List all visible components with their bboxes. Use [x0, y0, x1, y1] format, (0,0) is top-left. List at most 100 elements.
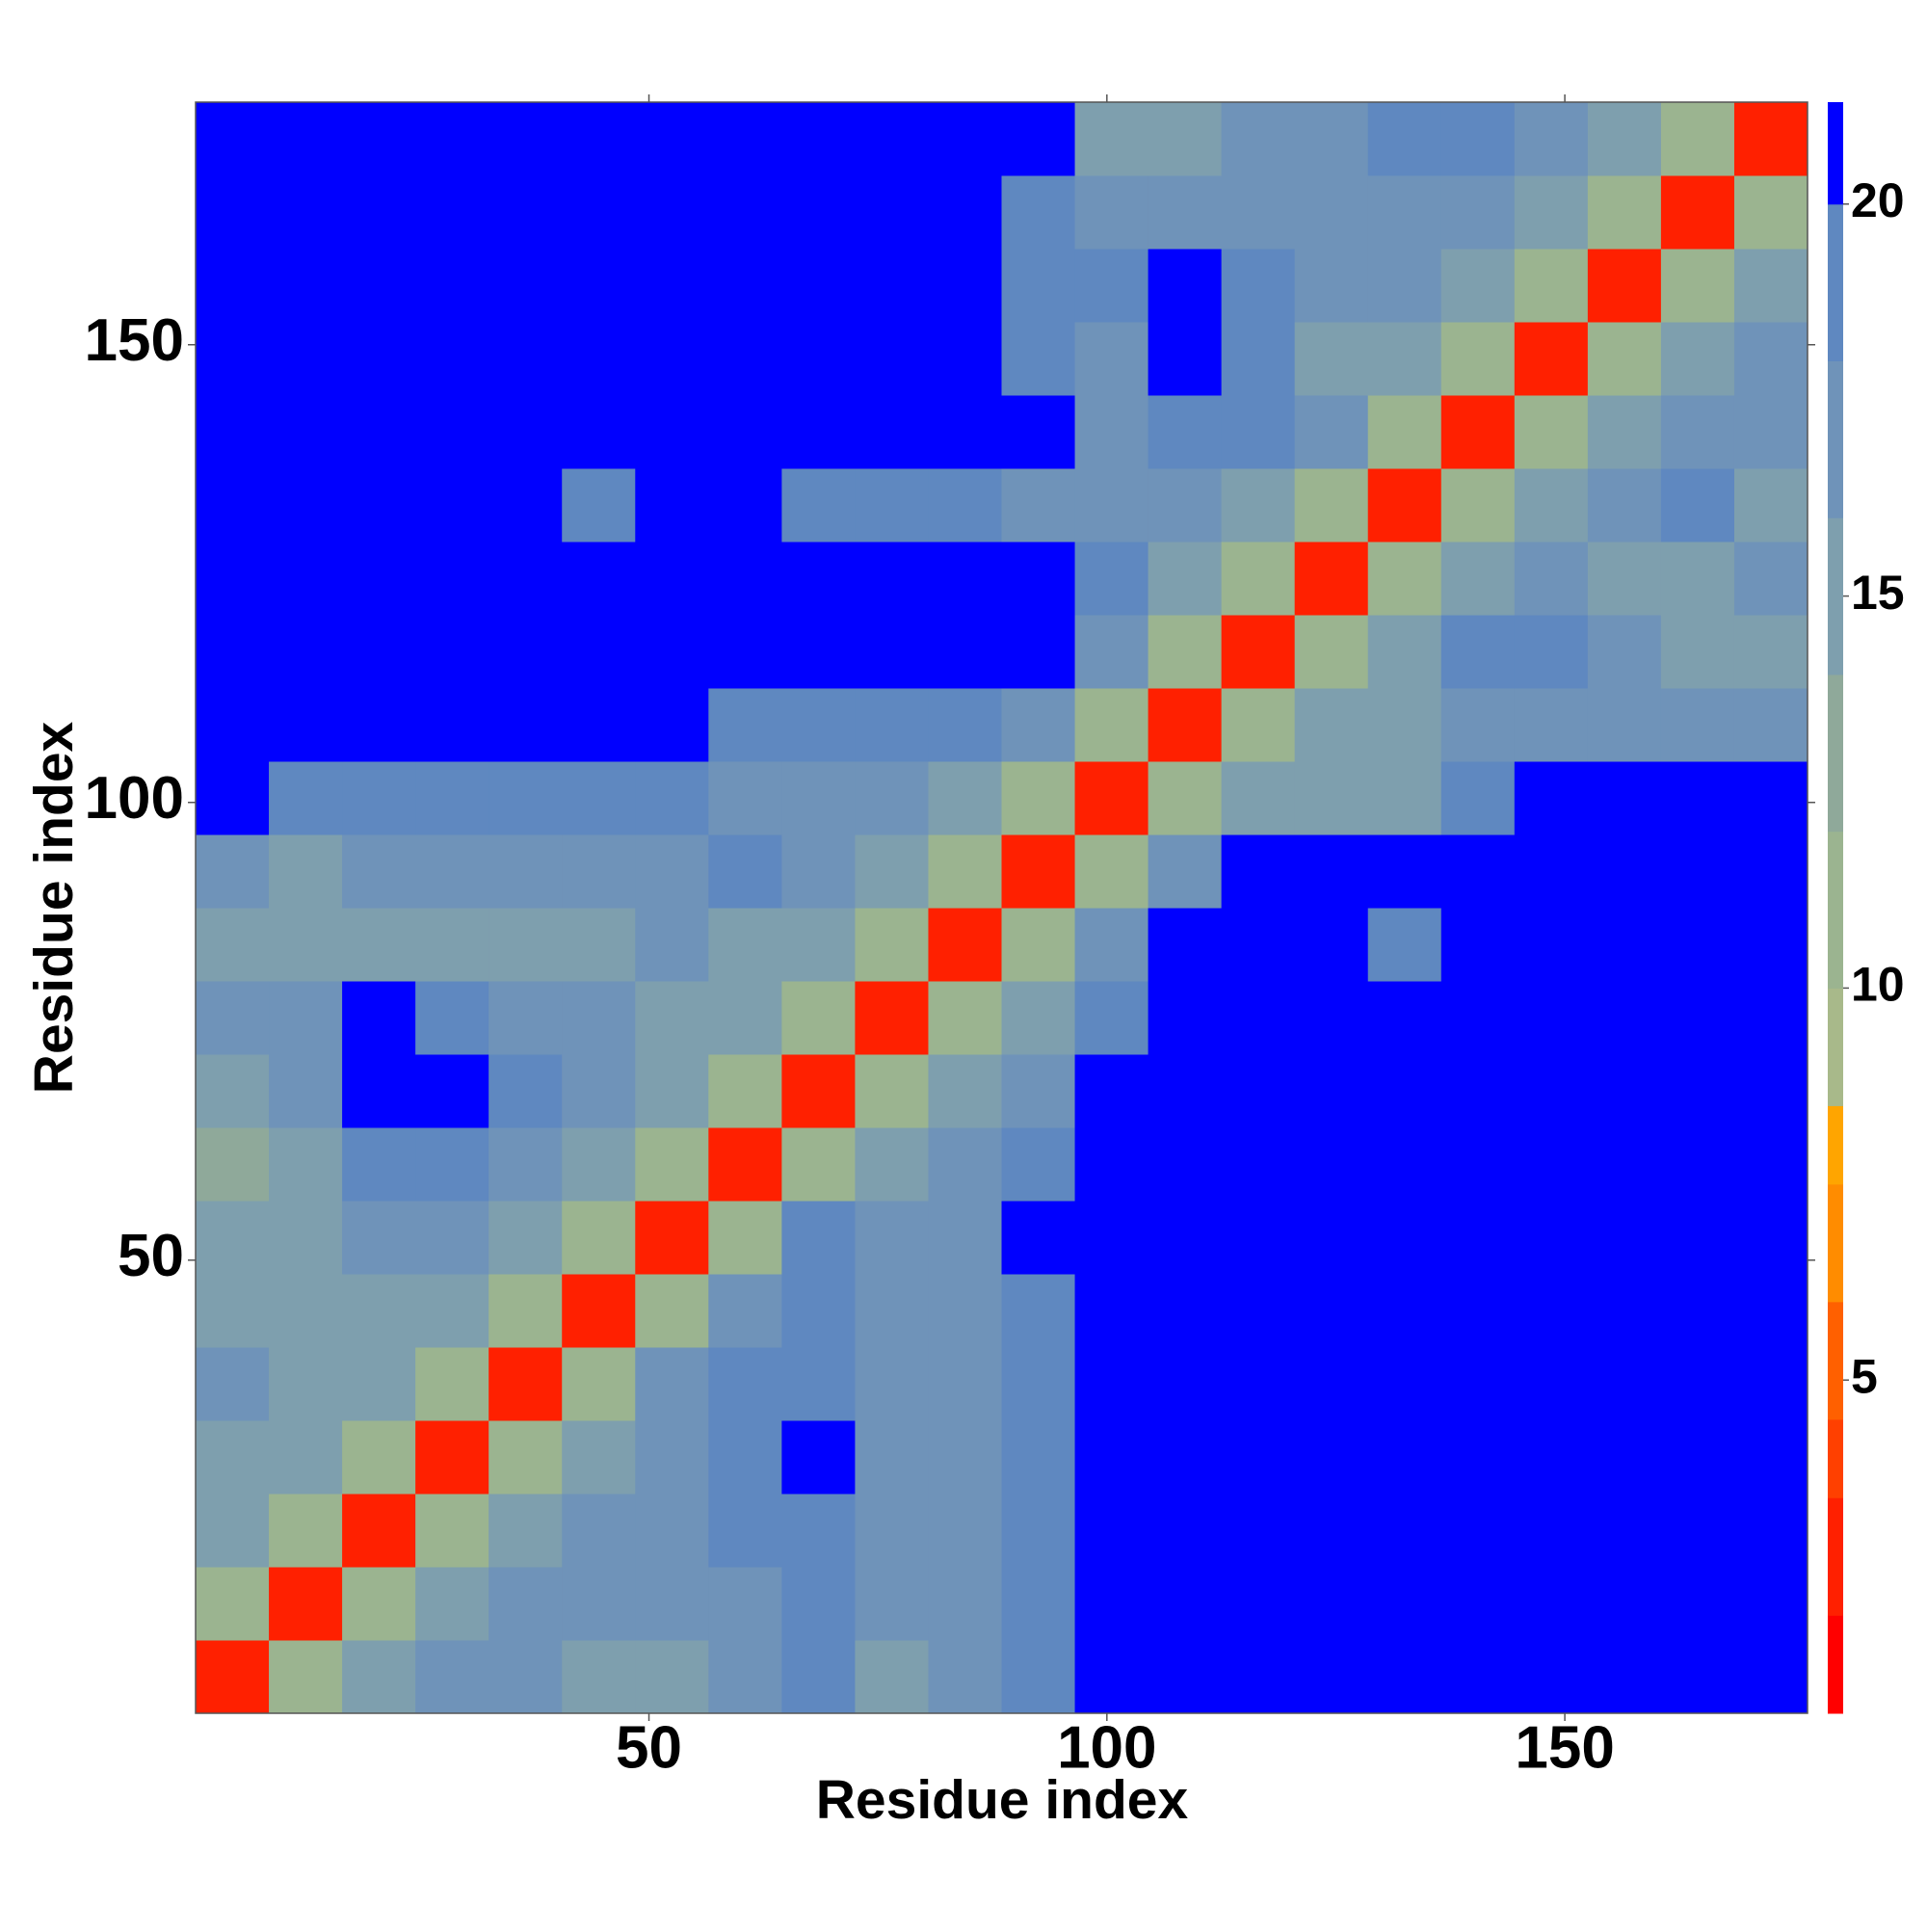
heatmap-cell: [1733, 1201, 1808, 1275]
heatmap-cell: [269, 249, 343, 323]
heatmap-cell: [781, 908, 856, 982]
heatmap-cell: [781, 249, 856, 323]
heatmap-cell: [708, 542, 782, 616]
y-axis-title: Residue index: [23, 721, 85, 1094]
heatmap-cell: [415, 615, 489, 689]
heatmap-cell: [488, 908, 563, 982]
heatmap-cell: [1294, 981, 1369, 1055]
heatmap-cell: [1440, 834, 1516, 909]
heatmap-cell: [635, 1640, 709, 1714]
heatmap-cell: [415, 908, 489, 982]
heatmap-cell: [1294, 1494, 1369, 1568]
heatmap-cell: [1294, 688, 1369, 762]
heatmap-cell: [1221, 102, 1296, 176]
heatmap-cell: [635, 1127, 709, 1202]
heatmap-cell: [562, 468, 636, 543]
heatmap-cell: [855, 468, 929, 543]
heatmap-cell: [562, 1347, 636, 1421]
heatmap-cell: [781, 542, 856, 616]
heatmap-cell: [1367, 249, 1442, 323]
heatmap-cell: [1733, 1494, 1808, 1568]
heatmap-cell: [1148, 615, 1223, 689]
heatmap-cell: [781, 1640, 856, 1714]
heatmap-cell: [562, 981, 636, 1055]
heatmap-cell: [488, 1640, 563, 1714]
heatmap-cell: [1587, 615, 1662, 689]
colorbar-segment: [1828, 1497, 1843, 1616]
colorbar-segment: [1828, 1418, 1843, 1498]
heatmap-cell: [488, 1347, 563, 1421]
heatmap-cell: [635, 761, 709, 835]
heatmap-cell: [1660, 1640, 1735, 1714]
heatmap-cell: [1660, 1127, 1735, 1202]
heatmap-cell: [1074, 1420, 1149, 1495]
heatmap-cell: [928, 1274, 1002, 1348]
heatmap-cell: [562, 615, 636, 689]
heatmap-cell: [1587, 1494, 1662, 1568]
heatmap-cell: [1440, 1567, 1516, 1641]
heatmap-cell: [1733, 615, 1808, 689]
heatmap-cell: [781, 1420, 856, 1495]
heatmap-cell: [415, 834, 489, 909]
y-tick-label: 50: [118, 1223, 184, 1289]
heatmap-cell: [1514, 1274, 1589, 1348]
heatmap-cell: [269, 102, 343, 176]
heatmap-cell: [635, 615, 709, 689]
heatmap-cell: [781, 1347, 856, 1421]
heatmap-cell: [269, 1201, 343, 1275]
heatmap-cell: [415, 1567, 489, 1641]
heatmap-cell: [1440, 908, 1516, 982]
heatmap-cell: [781, 834, 856, 909]
heatmap-cell: [855, 175, 929, 250]
heatmap-cell: [1587, 322, 1662, 396]
heatmap-cell: [1660, 834, 1735, 909]
heatmap-cell: [1367, 542, 1442, 616]
heatmap-cell: [1001, 1567, 1076, 1641]
heatmap-cell: [1733, 175, 1808, 250]
heatmap-cell: [781, 175, 856, 250]
heatmap-cell: [1221, 468, 1296, 543]
heatmap-cell: [1074, 761, 1149, 835]
heatmap-cell: [1733, 1567, 1808, 1641]
heatmap-cell: [342, 249, 416, 323]
heatmap-cell: [1221, 1127, 1296, 1202]
heatmap-cell: [781, 102, 856, 176]
heatmap-cell: [1733, 102, 1808, 176]
heatmap-cell: [196, 1347, 270, 1421]
heatmap-cell: [1514, 1127, 1589, 1202]
heatmap-cell: [1587, 981, 1662, 1055]
heatmap-cell: [1074, 1127, 1149, 1202]
heatmap-cell: [488, 395, 563, 469]
heatmap-cell: [1587, 395, 1662, 469]
heatmap-cell: [1440, 249, 1516, 323]
heatmap-cell: [1514, 1567, 1589, 1641]
heatmap-cell: [1148, 1127, 1223, 1202]
heatmap-cell: [1514, 908, 1589, 982]
heatmap-cell: [635, 1201, 709, 1275]
colorbar-segment: [1828, 517, 1843, 675]
heatmap-cell: [708, 322, 782, 396]
heatmap-cell: [562, 322, 636, 396]
heatmap-cell: [1074, 615, 1149, 689]
heatmap-cell: [196, 175, 270, 250]
heatmap-cell: [635, 249, 709, 323]
heatmap-cell: [415, 688, 489, 762]
heatmap-cell: [855, 834, 929, 909]
heatmap-cell: [488, 1127, 563, 1202]
heatmap-cell: [1514, 1054, 1589, 1128]
heatmap-cell: [1148, 468, 1223, 543]
heatmap-cell: [635, 834, 709, 909]
heatmap-cell: [1440, 688, 1516, 762]
heatmap-cell: [1294, 395, 1369, 469]
heatmap-cell: [1733, 322, 1808, 396]
heatmap-cell: [1514, 688, 1589, 762]
heatmap-cell: [1733, 1640, 1808, 1714]
heatmap-cell: [1514, 102, 1589, 176]
heatmap-cell: [1660, 908, 1735, 982]
heatmap-cell: [1294, 1347, 1369, 1421]
heatmap-cell: [1514, 615, 1589, 689]
heatmap-cell: [488, 1494, 563, 1568]
colorbar-segment: [1828, 203, 1843, 361]
heatmap-cell: [1074, 395, 1149, 469]
heatmap-cell: [1587, 542, 1662, 616]
